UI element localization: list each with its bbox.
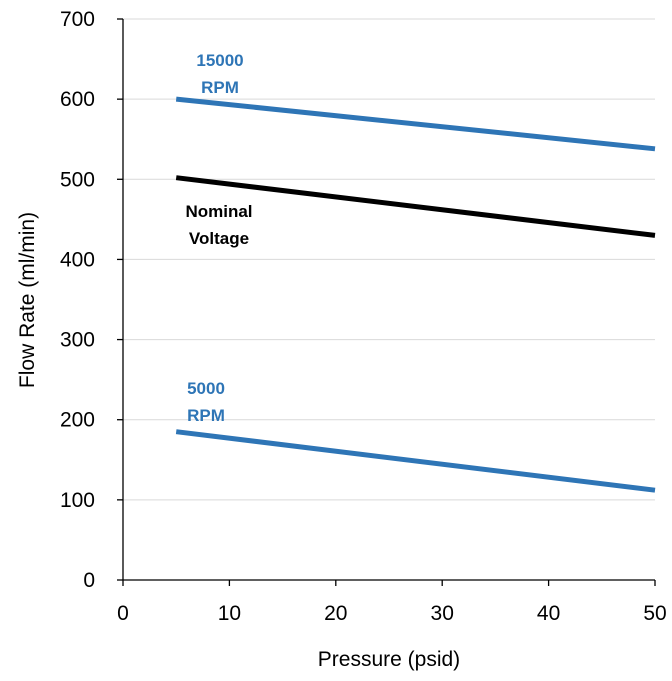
y-tick-label-7: 700 [60, 8, 95, 31]
series-label-2-line-1: RPM [187, 406, 225, 425]
series-label-1-line-0: Nominal [185, 202, 252, 221]
x-axis-title: Pressure (psid) [318, 648, 460, 671]
series-label-2: 5000 RPM [187, 379, 225, 425]
x-tick-label-0: 0 [117, 602, 129, 625]
series-line-2 [175, 429, 656, 493]
y-axis-title: Flow Rate (ml/min) [16, 212, 39, 388]
y-tick-label-6: 600 [60, 88, 95, 111]
y-tick-label-5: 500 [60, 168, 95, 191]
x-tick-label-1: 10 [218, 602, 241, 625]
y-tick-label-0: 0 [83, 569, 95, 592]
axes [117, 18, 656, 586]
y-tick-label-3: 300 [60, 329, 95, 352]
series-label-0-line-0: 15000 [196, 51, 243, 70]
y-tick-label-1: 100 [60, 489, 95, 512]
x-tick-label-3: 30 [431, 602, 454, 625]
series-label-1: Nominal Voltage [185, 202, 252, 248]
y-tick-label-4: 400 [60, 248, 95, 271]
series-label-2-line-0: 5000 [187, 379, 225, 398]
series-lines [175, 96, 656, 493]
tick-labels: 0 100 200 300 400 500 600 700 0 10 20 30 40 50 [60, 8, 667, 625]
series-line-0 [175, 96, 656, 152]
x-tick-label-2: 20 [324, 602, 347, 625]
series-label-0: 15000 RPM [196, 51, 243, 97]
series-label-1-line-1: Voltage [189, 229, 249, 248]
x-tick-label-4: 40 [537, 602, 560, 625]
series-label-0-line-1: RPM [201, 78, 239, 97]
series-line-1 [175, 175, 656, 238]
x-tick-label-5: 50 [643, 602, 666, 625]
y-tick-label-2: 200 [60, 409, 95, 432]
series-labels: 15000 RPM Nominal Voltage 5000 RPM [185, 51, 252, 425]
gridlines [123, 18, 655, 501]
